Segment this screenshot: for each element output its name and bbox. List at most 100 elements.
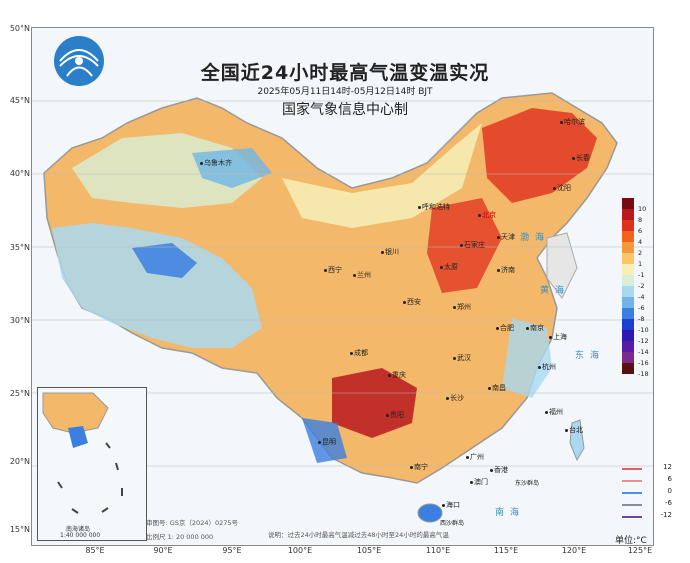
city-label: 香港: [490, 465, 508, 475]
legend-label: -2: [638, 282, 645, 290]
city-label: 沈阳: [553, 183, 571, 193]
legend-swatch: [622, 220, 634, 231]
legend-label: -4: [638, 293, 645, 301]
legend-swatch: [622, 330, 634, 341]
contour-legend-label: 6: [667, 475, 672, 483]
city-label: 杭州: [538, 362, 556, 372]
legend-swatch: [622, 319, 634, 330]
lat-label: 25°N: [9, 389, 30, 398]
city-label: 西安: [403, 297, 421, 307]
contour-line-swatch: [622, 516, 642, 518]
island-label: 东沙群岛: [515, 480, 540, 487]
legend-label: -14: [638, 348, 649, 356]
city-label: 哈尔滨: [560, 117, 585, 127]
legend-label: -12: [638, 337, 649, 345]
contour-line-swatch: [622, 480, 642, 482]
contour-legend-label: 12: [663, 463, 672, 471]
legend-swatch: [622, 264, 634, 275]
city-label: 福州: [545, 407, 563, 417]
map-organization: 国家气象信息中心制: [282, 102, 408, 118]
contour-legend-row: 0: [622, 487, 674, 497]
lat-label: 40°N: [9, 169, 30, 178]
sea-label: 渤海: [520, 233, 551, 243]
legend-swatch: [622, 352, 634, 363]
legend-label: -8: [638, 315, 645, 323]
lon-label: 100°E: [287, 546, 313, 555]
city-label: 台北: [565, 425, 583, 435]
legend-swatch: [622, 286, 634, 297]
lat-label: 35°N: [9, 243, 30, 252]
lon-label: 85°E: [85, 546, 105, 555]
city-label: 兰州: [353, 270, 371, 280]
contour-legend-row: 12: [622, 463, 674, 473]
city-label: 太原: [440, 262, 458, 272]
contour-line-swatch: [622, 492, 642, 494]
lat-label: 15°N: [9, 525, 30, 534]
lon-label: 110°E: [425, 546, 451, 555]
city-label: 澳门: [470, 477, 488, 487]
legend-label: -10: [638, 326, 649, 334]
contour-legend-row: -12: [622, 511, 674, 521]
sea-label: 南海: [495, 508, 526, 518]
city-label: 西宁: [324, 265, 342, 275]
legend-swatch: [622, 275, 634, 286]
south-china-sea-inset: 南海诸岛 1:40 000 000: [37, 387, 147, 541]
legend-label: -6: [638, 304, 645, 312]
city-label: 呼和浩特: [418, 202, 450, 212]
legend-label: 8: [638, 216, 643, 224]
city-label: 长沙: [446, 393, 464, 403]
lon-label: 95°E: [222, 546, 242, 555]
legend-label: 2: [638, 249, 643, 257]
lon-label: 115°E: [493, 546, 519, 555]
map-title: 全国近24小时最高气温变温实况: [200, 62, 490, 84]
city-label: 南昌: [488, 383, 506, 393]
legend-swatch: [622, 253, 634, 264]
legend-swatch: [622, 231, 634, 242]
sea-label: 黄海: [540, 286, 571, 296]
contour-legend-label: -12: [660, 511, 672, 519]
city-label: 上海: [549, 332, 567, 342]
inset-scale: 1:40 000 000: [60, 532, 101, 539]
city-label: 银川: [381, 247, 399, 257]
lat-label: 45°N: [9, 96, 30, 105]
city-label: 济南: [497, 265, 515, 275]
city-label: 重庆: [388, 370, 406, 380]
lon-label: 90°E: [153, 546, 173, 555]
map-note: 说明：过去24小时最高气温减过去48小时至24小时的最高气温: [268, 531, 449, 539]
contour-legend-row: 6: [622, 475, 674, 485]
city-label: 天津: [497, 232, 515, 242]
city-label: 石家庄: [460, 240, 485, 250]
legend-label: -1: [638, 271, 645, 279]
lon-label: 120°E: [561, 546, 587, 555]
lat-label: 50°N: [9, 24, 30, 33]
legend-swatch: [622, 242, 634, 253]
legend-swatch: [622, 363, 634, 374]
city-label: 成都: [350, 348, 368, 358]
city-label: 南宁: [410, 462, 428, 472]
legend-swatch: [622, 198, 634, 209]
legend-swatch: [622, 308, 634, 319]
lat-label: 20°N: [9, 457, 30, 466]
legend-label: 1: [638, 260, 643, 268]
city-label: 合肥: [496, 323, 514, 333]
legend-label: -16: [638, 359, 649, 367]
city-label: 武汉: [453, 353, 471, 363]
legend-label: 6: [638, 227, 643, 235]
contour-line-swatch: [622, 504, 642, 506]
map-approval-number: 审图号: GS京（2024）0275号: [146, 519, 239, 527]
city-label: 南京: [526, 323, 544, 333]
legend-swatch: [622, 297, 634, 308]
contour-legend-row: -6: [622, 499, 674, 509]
contour-line-swatch: [622, 468, 642, 470]
legend-label: 4: [638, 238, 643, 246]
legend-label: 10: [638, 205, 647, 213]
unit-label: 单位:°C: [615, 536, 647, 546]
lon-label: 125°E: [627, 546, 653, 555]
city-label: 北京: [478, 210, 496, 220]
lat-label: 30°N: [9, 316, 30, 325]
legend-label: -18: [638, 370, 649, 378]
island-label: 西沙群岛: [440, 520, 465, 527]
inset-map: [42, 392, 123, 514]
city-label: 长春: [572, 153, 590, 163]
map-scale: 比例尺 1: 20 000 000: [146, 533, 214, 541]
